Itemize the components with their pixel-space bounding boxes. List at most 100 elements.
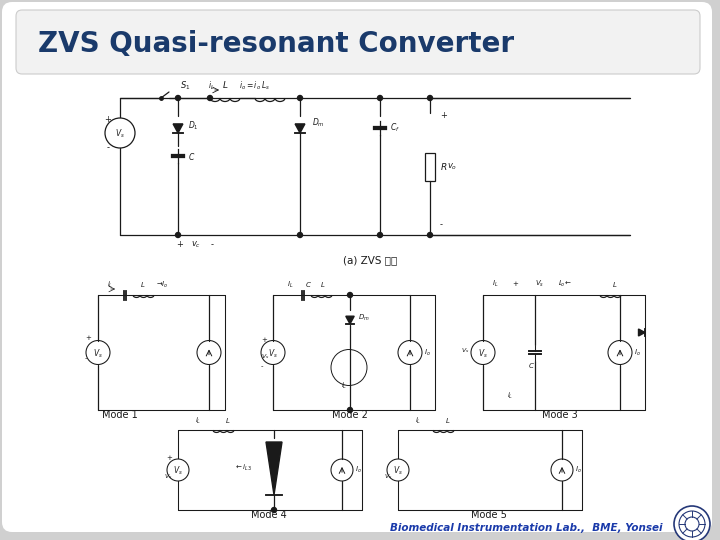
Text: $I_o$: $I_o$ — [424, 347, 431, 357]
Text: $i_L$: $i_L$ — [341, 381, 347, 391]
Text: +: + — [85, 335, 91, 341]
Circle shape — [679, 511, 705, 537]
Bar — [425, 152, 435, 180]
Text: -: - — [85, 355, 88, 361]
Text: $V_s$: $V_s$ — [478, 347, 488, 360]
Circle shape — [261, 341, 285, 364]
Text: $L$: $L$ — [140, 280, 145, 289]
Text: $V_s$: $V_s$ — [164, 472, 173, 481]
Circle shape — [348, 293, 353, 298]
Text: $\leftarrow i_{L3}$: $\leftarrow i_{L3}$ — [234, 463, 252, 473]
Text: -: - — [210, 240, 214, 249]
Polygon shape — [173, 124, 183, 133]
Text: $v_c$: $v_c$ — [191, 240, 201, 251]
Text: $L$: $L$ — [222, 79, 228, 90]
Polygon shape — [295, 124, 305, 133]
Circle shape — [167, 459, 189, 481]
Circle shape — [608, 341, 632, 364]
Text: Mode 4: Mode 4 — [251, 510, 287, 520]
Circle shape — [207, 96, 212, 100]
Circle shape — [297, 96, 302, 100]
Text: $C$: $C$ — [305, 280, 312, 289]
Circle shape — [377, 233, 382, 238]
Text: Biomedical Instrumentation Lab.,  BME, Yonsei: Biomedical Instrumentation Lab., BME, Yo… — [390, 523, 662, 533]
Circle shape — [674, 506, 710, 540]
Text: $V_s$: $V_s$ — [393, 465, 403, 477]
Text: $D_m$: $D_m$ — [358, 313, 370, 323]
Circle shape — [471, 341, 495, 364]
Text: (a) ZVS 회로: (a) ZVS 회로 — [343, 255, 397, 265]
Text: +: + — [166, 455, 172, 461]
Text: $R$: $R$ — [440, 161, 447, 172]
FancyBboxPatch shape — [12, 12, 708, 530]
Circle shape — [331, 459, 353, 481]
Text: Mode 2: Mode 2 — [332, 410, 368, 420]
Circle shape — [176, 96, 181, 100]
Circle shape — [428, 233, 433, 238]
Circle shape — [377, 96, 382, 100]
Text: $C_f$: $C_f$ — [390, 122, 400, 134]
Text: -: - — [261, 363, 264, 369]
Text: Mode 3: Mode 3 — [542, 410, 578, 420]
Text: $i_L$: $i_L$ — [195, 416, 201, 426]
Polygon shape — [346, 316, 354, 324]
Text: -: - — [107, 144, 109, 152]
Text: $L$: $L$ — [612, 280, 618, 289]
Circle shape — [271, 508, 276, 512]
Text: $v_o$: $v_o$ — [447, 161, 457, 172]
Text: $L_s$: $L_s$ — [261, 79, 269, 91]
Text: $I_o$: $I_o$ — [355, 465, 362, 475]
Circle shape — [105, 118, 135, 148]
Text: $i_L$: $i_L$ — [107, 280, 113, 290]
Text: $S_1$: $S_1$ — [180, 80, 190, 92]
Text: ZVS Quasi-resonant Converter: ZVS Quasi-resonant Converter — [38, 30, 514, 58]
Text: +: + — [261, 338, 267, 343]
Text: +: + — [440, 111, 447, 120]
Text: $V_s$: $V_s$ — [173, 465, 183, 477]
Circle shape — [387, 459, 409, 481]
Text: $i_L$: $i_L$ — [208, 79, 215, 91]
Text: $V_s$: $V_s$ — [384, 472, 392, 481]
Text: -: - — [440, 220, 443, 230]
Text: $L$: $L$ — [445, 416, 451, 425]
Text: $I_o$: $I_o$ — [634, 347, 641, 357]
Text: $L$: $L$ — [225, 416, 230, 425]
Text: Mode 1: Mode 1 — [102, 410, 138, 420]
Text: $V_s$: $V_s$ — [536, 279, 544, 289]
Circle shape — [86, 341, 110, 364]
Text: $I_L$: $I_L$ — [492, 279, 498, 289]
Text: $I_o$: $I_o$ — [575, 465, 582, 475]
Text: $C$: $C$ — [188, 151, 195, 161]
Circle shape — [398, 341, 422, 364]
Text: $V_s$: $V_s$ — [461, 347, 469, 355]
Text: $V_s$: $V_s$ — [115, 128, 125, 140]
Circle shape — [685, 517, 699, 531]
Polygon shape — [639, 329, 645, 336]
Text: $V_s$: $V_s$ — [93, 347, 103, 360]
Text: $i_L$: $i_L$ — [415, 416, 421, 426]
FancyBboxPatch shape — [16, 10, 700, 74]
Text: +: + — [512, 281, 518, 287]
Text: $I_L$: $I_L$ — [287, 280, 293, 290]
Circle shape — [428, 96, 433, 100]
Text: +: + — [104, 116, 112, 125]
Circle shape — [176, 233, 181, 238]
Text: $V_s$: $V_s$ — [268, 347, 278, 360]
Circle shape — [551, 459, 573, 481]
Circle shape — [297, 233, 302, 238]
Text: $i_L$: $i_L$ — [507, 391, 513, 401]
FancyBboxPatch shape — [2, 2, 712, 532]
Text: $D_m$: $D_m$ — [312, 117, 325, 129]
Circle shape — [197, 341, 221, 364]
Text: $→ I_o$: $→ I_o$ — [156, 280, 168, 290]
Text: $L$: $L$ — [320, 280, 325, 289]
Text: $I_o \leftarrow$: $I_o \leftarrow$ — [558, 279, 572, 289]
Text: +: + — [176, 240, 184, 249]
Text: Mode 5: Mode 5 — [471, 510, 507, 520]
Polygon shape — [266, 442, 282, 495]
Circle shape — [348, 408, 353, 413]
Text: -: - — [559, 281, 562, 287]
Text: $D_1$: $D_1$ — [188, 120, 199, 132]
Text: $V_s$: $V_s$ — [261, 353, 269, 361]
Text: $C$: $C$ — [528, 361, 534, 370]
